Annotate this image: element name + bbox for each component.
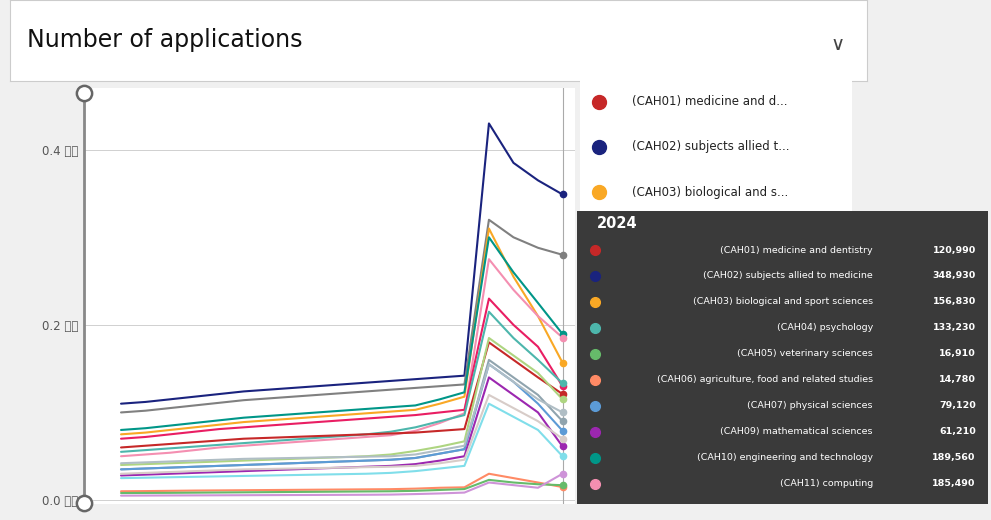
- Text: (CAH01) medicine and dentistry: (CAH01) medicine and dentistry: [720, 245, 873, 254]
- Text: (CAH03) biological and sport sciences: (CAH03) biological and sport sciences: [693, 297, 873, 306]
- Text: 189,560: 189,560: [933, 453, 976, 462]
- Text: Number of applications: Number of applications: [27, 28, 302, 53]
- Text: (CAH07) physical sciences: (CAH07) physical sciences: [747, 401, 873, 410]
- Text: 14,780: 14,780: [938, 375, 976, 384]
- Text: (CAH02) subjects allied t...: (CAH02) subjects allied t...: [631, 140, 789, 153]
- Text: (CAH06) agriculture, food and related studies: (CAH06) agriculture, food and related st…: [657, 375, 873, 384]
- Text: (CAH09) mathematical sciences: (CAH09) mathematical sciences: [720, 427, 873, 436]
- Text: 79,120: 79,120: [938, 401, 976, 410]
- Text: (CAH03) biological and s...: (CAH03) biological and s...: [631, 186, 788, 199]
- Text: 348,930: 348,930: [933, 271, 976, 280]
- Text: ∨: ∨: [830, 35, 844, 54]
- Text: (CAH01) medicine and d...: (CAH01) medicine and d...: [631, 95, 787, 108]
- Text: 16,910: 16,910: [938, 349, 976, 358]
- Text: (CAH05) veterinary sciences: (CAH05) veterinary sciences: [737, 349, 873, 358]
- Text: 120,990: 120,990: [933, 245, 976, 254]
- Text: 61,210: 61,210: [938, 427, 976, 436]
- Text: 2024: 2024: [598, 216, 638, 231]
- Text: 133,230: 133,230: [933, 323, 976, 332]
- Text: 185,490: 185,490: [933, 479, 976, 488]
- Text: 156,830: 156,830: [933, 297, 976, 306]
- Text: (CAH02) subjects allied to medicine: (CAH02) subjects allied to medicine: [704, 271, 873, 280]
- Text: (CAH04) psychology: (CAH04) psychology: [777, 323, 873, 332]
- Text: (CAH10) engineering and technology: (CAH10) engineering and technology: [697, 453, 873, 462]
- Text: (CAH11) computing: (CAH11) computing: [780, 479, 873, 488]
